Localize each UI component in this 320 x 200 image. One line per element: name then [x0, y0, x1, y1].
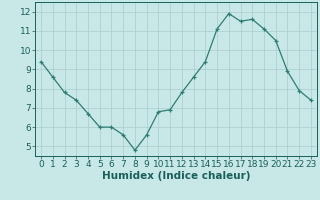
- X-axis label: Humidex (Indice chaleur): Humidex (Indice chaleur): [102, 171, 250, 181]
